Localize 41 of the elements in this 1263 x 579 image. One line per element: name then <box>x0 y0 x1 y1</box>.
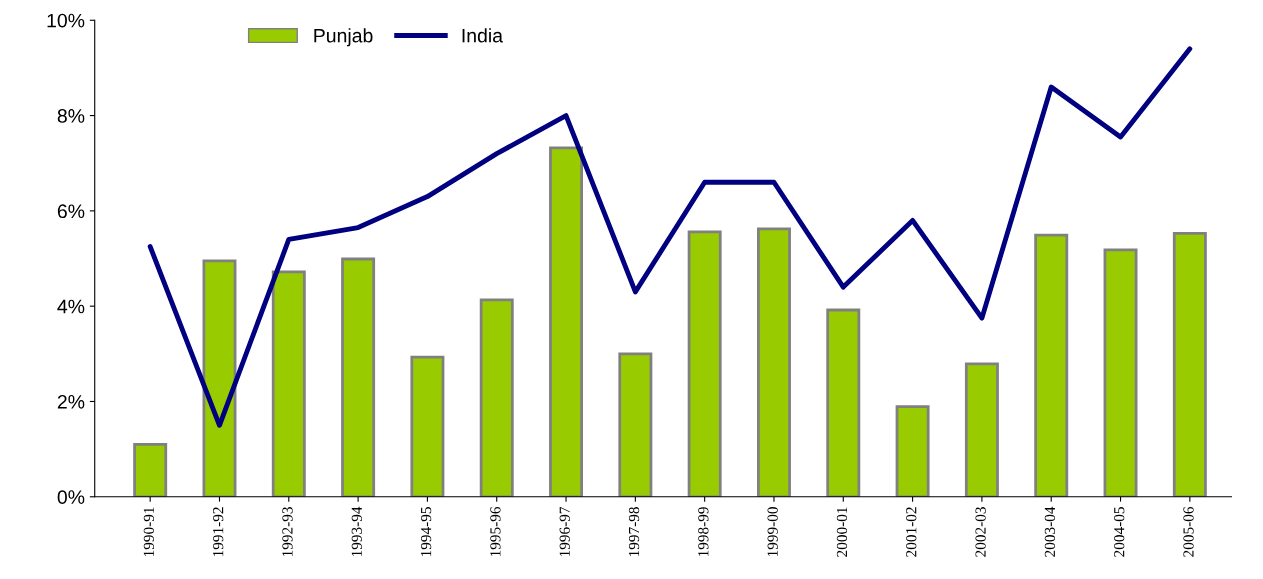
x-tick-label: 2004-05 <box>1114 507 1125 557</box>
y-tick-label: 4% <box>57 299 85 314</box>
x-tick-label: 2003-04 <box>1044 506 1056 557</box>
bar <box>895 405 930 497</box>
bar <box>479 298 514 497</box>
bar <box>410 355 445 497</box>
bar <box>271 270 306 497</box>
x-tick-label: 1992-93 <box>282 507 293 557</box>
x-tick-label: 2000-01 <box>836 507 848 557</box>
y-tick-label: 8% <box>57 109 85 123</box>
bar <box>1172 231 1207 497</box>
x-tick-label: 2002-03 <box>975 507 986 557</box>
legend-label: India <box>462 28 503 43</box>
legend-label: Punjab <box>314 28 373 47</box>
bar <box>1103 248 1138 497</box>
bar <box>1034 233 1069 497</box>
x-tick-label: 1999-00 <box>767 507 778 557</box>
y-tick-label: 0% <box>57 490 85 505</box>
y-tick-label: 6% <box>57 204 85 219</box>
bar <box>549 146 584 497</box>
line-series <box>147 46 1193 428</box>
y-tick-label: 2% <box>57 394 85 409</box>
bar <box>826 308 861 497</box>
x-tick-label: 1993-94 <box>351 506 362 557</box>
y-tick-label: 10% <box>47 13 85 28</box>
x-tick-label: 1997-98 <box>628 507 640 557</box>
x-tick-label: 1991-92 <box>213 507 224 557</box>
x-tick-label: 2001-02 <box>906 507 917 557</box>
bar <box>964 362 999 497</box>
bar <box>687 230 722 497</box>
bar <box>618 352 653 497</box>
x-tick-label: 1990-91 <box>143 507 154 557</box>
x-tick-label: 1994-95 <box>420 507 432 557</box>
bar <box>133 442 168 497</box>
bar <box>202 259 237 497</box>
x-tick-label: 2005-06 <box>1183 506 1194 557</box>
x-tick-label: 1998-99 <box>698 507 709 557</box>
x-tick-label: 1996-97 <box>559 506 570 557</box>
bar <box>341 257 376 497</box>
x-tick-label: 1995-96 <box>490 506 501 557</box>
bar <box>756 227 791 497</box>
